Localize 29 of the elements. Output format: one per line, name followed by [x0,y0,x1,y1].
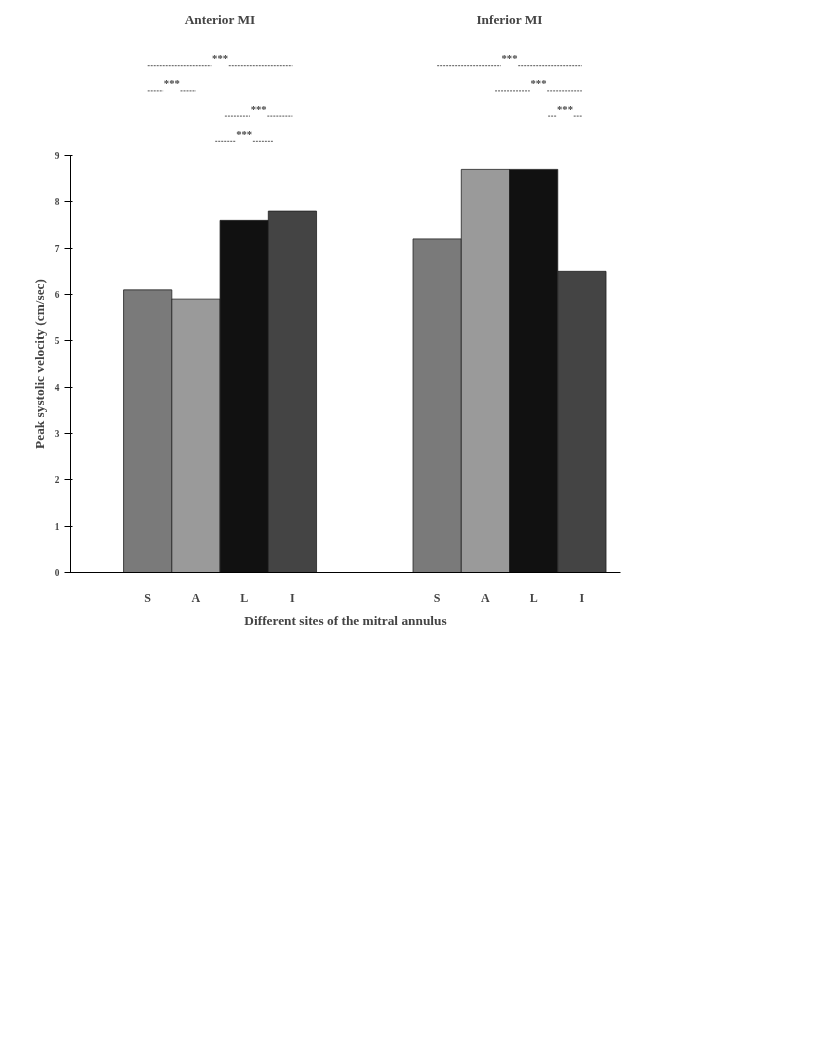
x-tick-label: I [579,590,585,605]
text: *** [212,53,229,65]
x-tick-label: L [240,590,249,605]
x-tick-label: A [481,590,491,605]
y-tick-label: 5 [54,336,60,347]
x-tick-label: L [529,590,538,605]
y-axis-title: Peak systolic velocity (cm/sec) [31,279,47,449]
y-tick-label: 8 [54,197,60,208]
text: Inferior MI [476,12,543,27]
y-tick-label: 7 [54,243,60,254]
text: *** [530,78,547,90]
text: *** [163,78,180,90]
text: *** [557,103,574,115]
y-tick-label: 0 [54,568,60,578]
text: Anterior MI [184,12,256,27]
y-tick-label: 2 [54,475,60,486]
text: *** [250,103,267,115]
x-tick-label: A [191,590,201,605]
x-tick-label: S [433,590,441,605]
y-tick-label: 3 [54,429,60,439]
y-tick-label: 1 [54,521,60,532]
y-tick-label: 6 [54,290,60,300]
x-axis-title: Different sites of the mitral annulus [244,612,447,628]
text: *** [501,53,518,65]
x-tick-label: S [144,590,152,605]
y-tick-label: 9 [54,151,60,161]
text: *** [236,128,253,140]
x-tick-label: I [290,590,296,605]
y-tick-label: 4 [54,382,60,393]
